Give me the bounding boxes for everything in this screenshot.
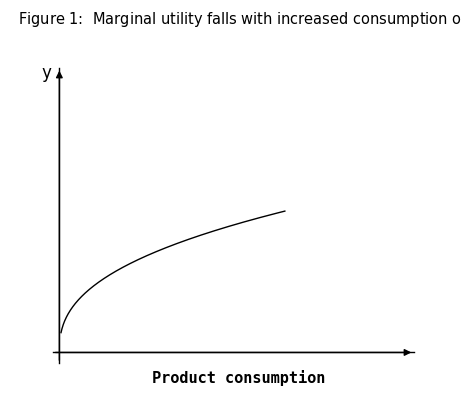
Text: y: y <box>41 64 51 82</box>
Text: Product consumption: Product consumption <box>152 370 325 386</box>
Text: Figure 1:  Marginal utility falls with increased consumption of $\it{one}$ produ: Figure 1: Marginal utility falls with in… <box>18 10 461 29</box>
